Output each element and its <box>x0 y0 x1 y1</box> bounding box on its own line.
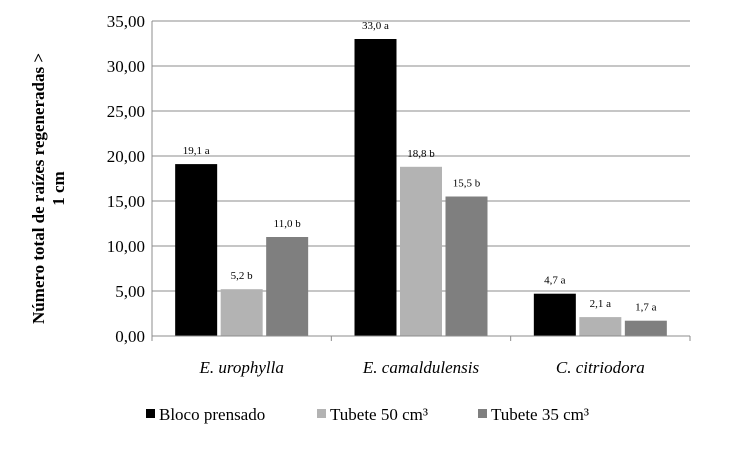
axes <box>151 21 691 341</box>
y-axis-label: Número total de raízes regeneradas >1 cm <box>29 53 68 324</box>
y-axis-label-line: 1 cm <box>49 171 68 205</box>
category-label: E. camaldulensis <box>362 358 480 377</box>
data-label: 19,1 a <box>183 145 210 157</box>
data-label: 33,0 a <box>362 20 389 32</box>
y-axis-label-line: Número total de raízes regeneradas > <box>29 53 48 324</box>
legend-swatch <box>478 409 487 418</box>
legend-label: Tubete 35 cm³ <box>491 405 589 424</box>
category-labels: E. urophylla E. camaldulensis C. citriodor… <box>198 358 644 377</box>
y-tick-label: 30,00 <box>107 57 145 76</box>
y-tick-label: 10,00 <box>107 237 145 256</box>
y-tick-label: 25,00 <box>107 102 145 121</box>
bar <box>579 317 622 336</box>
y-tick-labels: 0,00 5,00 10,00 15,00 20,00 25,00 30,00 35,00 <box>107 12 145 346</box>
bar <box>624 320 667 336</box>
bar <box>220 289 263 336</box>
bar <box>266 237 309 336</box>
bar <box>400 166 442 336</box>
legend-label: Tubete 50 cm³ <box>330 405 428 424</box>
data-label: 4,7 a <box>544 275 566 287</box>
legend-swatch <box>317 409 326 418</box>
y-tick-label: 5,00 <box>115 282 145 301</box>
y-tick-label: 20,00 <box>107 147 145 166</box>
category-label: C. citriodora <box>556 358 645 377</box>
bars <box>175 39 667 336</box>
bar <box>445 196 488 336</box>
bar <box>533 293 576 336</box>
legend: Bloco prensado Tubete 50 cm³ Tubete 35 cm³ <box>146 405 589 424</box>
legend-label: Bloco prensado <box>159 405 265 424</box>
y-tick-label: 0,00 <box>115 327 145 346</box>
data-label: 1,7 a <box>635 302 657 314</box>
bar <box>354 39 397 336</box>
data-label: 15,5 b <box>453 178 481 190</box>
legend-swatch <box>146 409 155 418</box>
data-labels: 19,1 a 5,2 b 11,0 b 33,0 a 18,8 b 15,5 b 4,7 a… <box>183 20 657 314</box>
data-label: 18,8 b <box>407 148 435 160</box>
y-tick-label: 35,00 <box>107 12 145 31</box>
data-label: 5,2 b <box>231 270 254 282</box>
data-label: 2,1 a <box>590 298 612 310</box>
y-tick-label: 15,00 <box>107 192 145 211</box>
data-label: 11,0 b <box>274 218 302 230</box>
category-label: E. urophylla <box>198 358 283 377</box>
bar <box>175 164 218 336</box>
